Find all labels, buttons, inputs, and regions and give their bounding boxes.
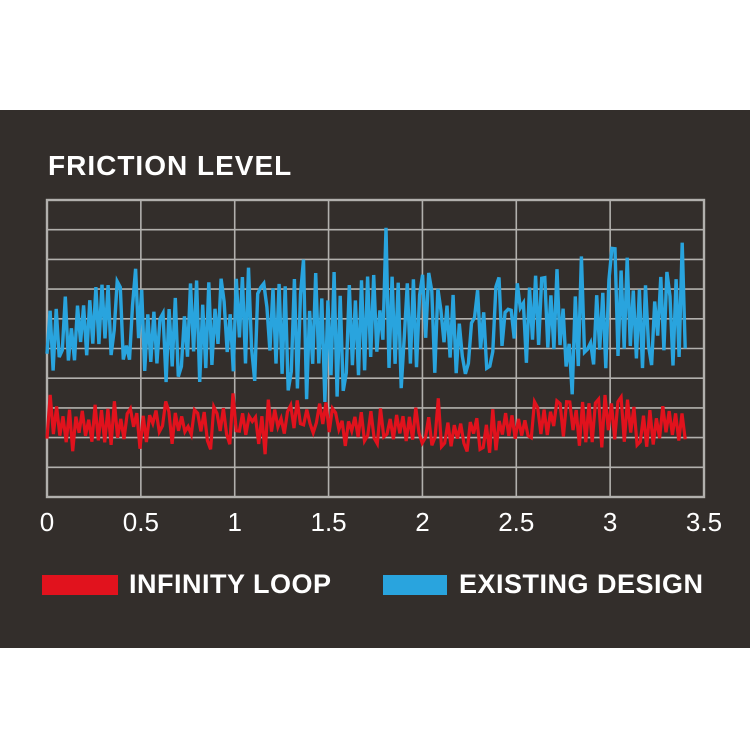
x-tick-label: 1.5 — [310, 507, 346, 537]
x-tick-label: 3 — [603, 507, 617, 537]
x-tick-label: 0.5 — [123, 507, 159, 537]
series-infinity-loop-trace — [45, 392, 687, 455]
legend-label-existing-design: EXISTING DESIGN — [459, 569, 704, 599]
legend-label-infinity-loop: INFINITY LOOP — [129, 569, 332, 599]
series-existing-design-trace — [45, 227, 687, 403]
chart-title: FRICTION LEVEL — [48, 150, 293, 181]
chart-panel: FRICTION LEVEL 0 0.5 1 1.5 2 2.5 3 3.5 INFINITY… — [0, 110, 750, 648]
x-tick-label: 3.5 — [686, 507, 722, 537]
x-tick-label: 2 — [415, 507, 429, 537]
friction-chart: 0 0.5 1 1.5 2 2.5 3 3.5 — [40, 198, 722, 537]
legend-swatch-infinity-loop — [42, 575, 118, 595]
x-tick-label: 0 — [40, 507, 54, 537]
x-tick-label: 2.5 — [498, 507, 534, 537]
legend-swatch-existing-design — [383, 575, 447, 595]
x-tick-label: 1 — [227, 507, 241, 537]
